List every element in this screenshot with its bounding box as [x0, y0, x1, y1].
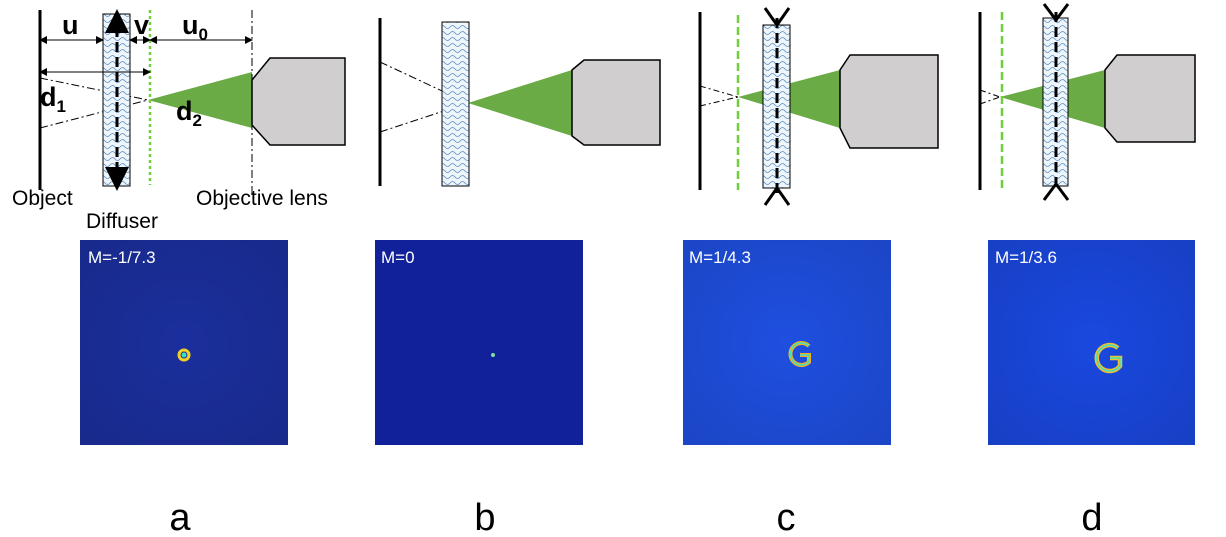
magnification: M=0 — [381, 248, 415, 267]
sub: 0 — [199, 25, 208, 44]
image-d — [988, 240, 1195, 445]
label-u0: u0 — [182, 10, 208, 44]
image-b — [375, 240, 583, 445]
base: d — [176, 96, 193, 126]
panel-letter: b — [474, 497, 495, 537]
label-v: v — [134, 10, 149, 40]
label-object: Object — [12, 187, 73, 210]
figure: u v u0 d1 d2 Object Diffuser Objective l… — [0, 0, 1226, 537]
magnification: M=1/4.3 — [689, 248, 751, 267]
panel-letter: c — [777, 497, 796, 537]
base: u — [182, 10, 199, 40]
panel-letter: d — [1081, 497, 1102, 537]
image-c — [683, 240, 891, 445]
magnification: M=-1/7.3 — [88, 248, 156, 267]
base: d — [40, 82, 57, 112]
label-d1: d1 — [40, 82, 66, 116]
magnification: M=1/3.6 — [995, 248, 1057, 267]
label-u: u — [62, 10, 79, 40]
panel-d-setup — [980, 4, 1195, 200]
panel-c-setup — [700, 8, 938, 205]
panel-b-setup — [380, 18, 660, 186]
panel-letter: a — [169, 497, 191, 537]
sub: 1 — [57, 97, 66, 116]
label-objective: Objective lens — [196, 187, 328, 210]
image-a — [80, 240, 288, 445]
sub: 2 — [193, 111, 202, 130]
label-diffuser: Diffuser — [86, 210, 158, 233]
